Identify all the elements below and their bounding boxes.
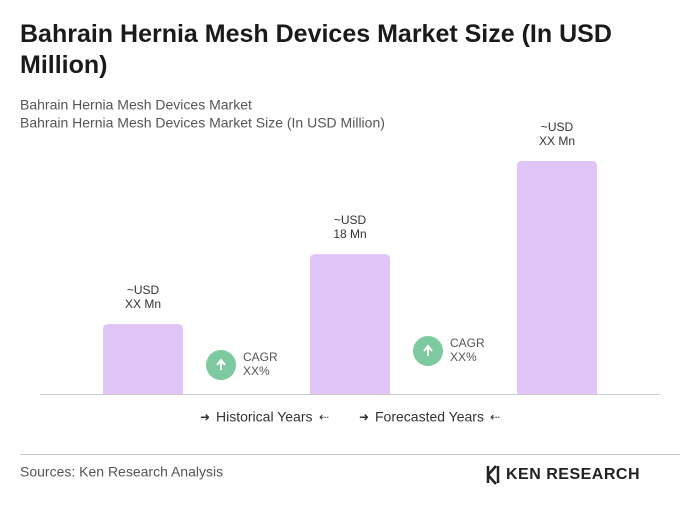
logo-text: KEN RESEARCH [506, 466, 640, 483]
legend-label: Forecasted Years [375, 409, 484, 425]
legend-arrow: ⇠ [490, 410, 500, 424]
cagr-value: XX% [450, 350, 477, 364]
legend-arrow: ➜ [359, 410, 369, 424]
value-label: ~USD 18 Mn [333, 213, 366, 241]
cagr-label: CAGR [450, 336, 485, 350]
cagr-label: CAGR [243, 350, 278, 364]
logo-icon [486, 465, 500, 485]
bar [517, 161, 597, 394]
value-label: ~USD XX Mn [125, 283, 161, 311]
logo: KEN RESEARCH [486, 465, 640, 485]
cagr-value: XX% [243, 364, 270, 378]
legend-arrow: ➜ [200, 410, 210, 424]
bar [103, 324, 183, 394]
chart-title: Bahrain Hernia Mesh Devices Market Size … [20, 20, 612, 79]
subtitle: Bahrain Hernia Mesh Devices Market Size … [20, 115, 385, 131]
legend-label: Historical Years [216, 409, 313, 425]
cagr-arrow [423, 344, 433, 356]
value-label: ~USD XX Mn [539, 120, 575, 148]
cagr-arrow [216, 358, 226, 370]
source: Sources: Ken Research Analysis [20, 464, 223, 480]
legend-arrow: ⇠ [319, 410, 329, 424]
subtitle: Bahrain Hernia Mesh Devices Market [20, 97, 252, 113]
bar [310, 254, 390, 394]
